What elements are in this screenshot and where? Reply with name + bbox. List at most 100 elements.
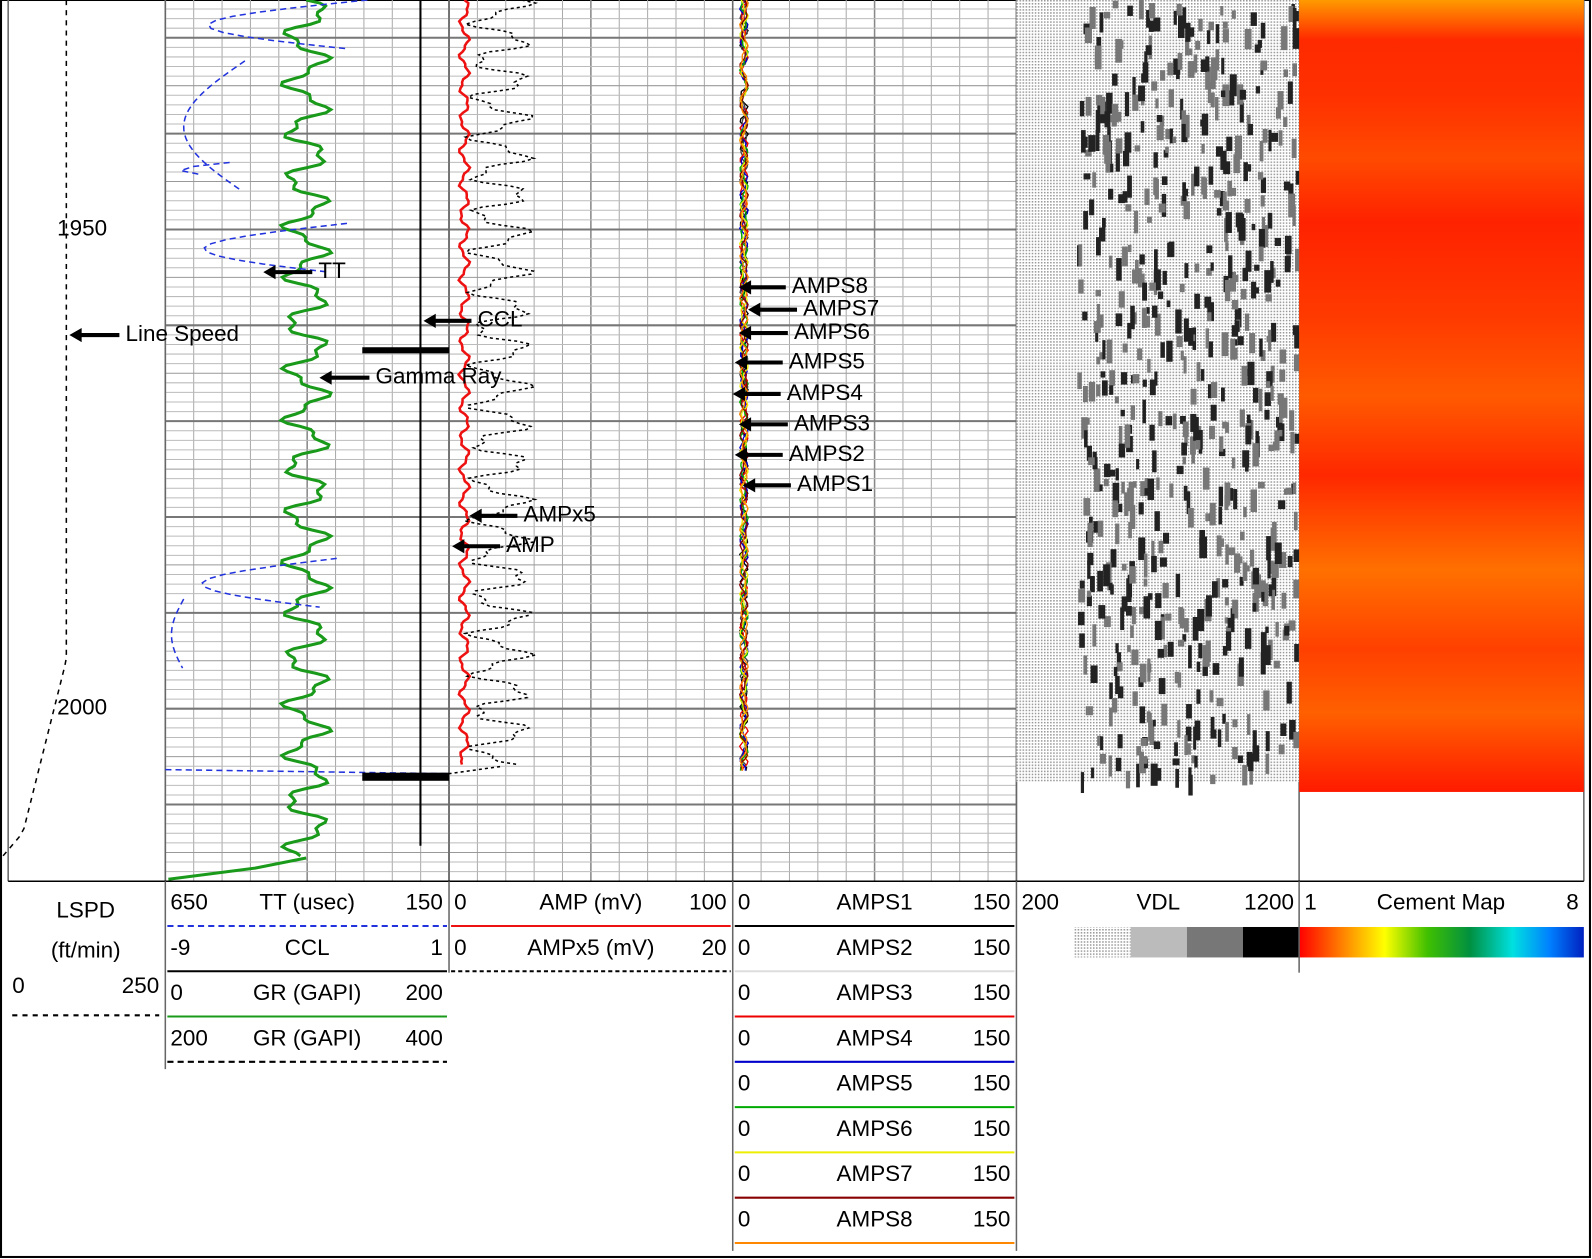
vdl-stripe (1201, 143, 1205, 154)
vdl-stripe (1206, 30, 1211, 45)
vdl-stripe (1294, 331, 1302, 349)
vdl-stripe (1153, 741, 1161, 750)
curve (203, 222, 348, 273)
vdl-stripe (1243, 507, 1247, 518)
arrow-head (732, 386, 745, 402)
vdl-stripe (1097, 570, 1103, 592)
vdl-stripe (1083, 655, 1088, 675)
vdl-stripe (1185, 40, 1190, 56)
vdl-stripe (1168, 89, 1175, 108)
vdl-stripe (1211, 57, 1218, 81)
vdl-stripe (1294, 433, 1302, 444)
vdl-stripe (1082, 311, 1088, 321)
header-text: GR (GAPI) (253, 980, 361, 1005)
vdl-stripe (1163, 150, 1169, 158)
annotation: AMPS3 (794, 410, 870, 435)
vdl-stripe (1200, 369, 1205, 381)
vdl-stripe (1288, 6, 1294, 23)
vdl-stripe (1247, 164, 1252, 172)
vdl-image (1016, 0, 1302, 796)
vdl-stripe (1086, 595, 1092, 607)
header-text: 150 (973, 890, 1010, 915)
vdl-stripe (1222, 191, 1227, 211)
vdl-stripe (1153, 269, 1161, 291)
vdl-stripe (1154, 620, 1162, 640)
vdl-stripe (1121, 481, 1125, 494)
vdl-stripe (1115, 148, 1120, 172)
vdl-stripe (1225, 721, 1229, 742)
header-text: 150 (973, 1071, 1010, 1096)
vdl-stripe (1132, 94, 1139, 111)
vdl-stripe (1148, 20, 1154, 32)
vdl-stripe (1274, 430, 1280, 451)
vdl-stripe (1207, 384, 1212, 399)
vdl-stripe (1136, 763, 1140, 788)
vdl-stripe (1108, 163, 1114, 173)
vdl-stripe (1102, 217, 1106, 228)
vdl-stripe (1148, 712, 1152, 727)
vdl-stripe (1232, 607, 1236, 614)
vdl-stripe (1292, 482, 1297, 494)
vdl-stripe (1261, 216, 1265, 230)
vdl-stripe (1248, 753, 1254, 772)
vdl-stripe (1271, 589, 1275, 610)
vdl-stripe (1283, 69, 1289, 77)
vdl-stripe (1159, 557, 1167, 567)
vdl-stripe (1182, 182, 1186, 202)
vdl-stripe (1264, 224, 1269, 248)
curves (0, 0, 750, 881)
vdl-stripe (1143, 596, 1151, 619)
vdl-stripe (1292, 63, 1297, 77)
vdl-stripe (1232, 300, 1239, 310)
vdl-stripe (1165, 416, 1173, 426)
vdl-stripe (1132, 374, 1140, 384)
vdl-stripe (1151, 81, 1158, 91)
vdl-stripe (1124, 92, 1130, 117)
annotation: AMPS7 (803, 296, 879, 321)
vdl-stripe (1219, 191, 1225, 207)
vdl-stripe (1118, 425, 1123, 444)
vdl-stripe (1231, 457, 1236, 469)
vdl-stripe (1116, 258, 1122, 281)
vdl-stripe (1177, 639, 1185, 647)
vdl-stripe (1264, 409, 1270, 420)
vdl-stripe (1221, 57, 1225, 75)
vdl-stripe (1222, 645, 1228, 656)
vdl-stripe (1127, 322, 1132, 339)
vdl-stripe (1082, 386, 1088, 403)
vdl-stripe (1220, 90, 1226, 98)
vdl-stripe (1205, 595, 1212, 617)
header-text: VDL (1136, 890, 1180, 915)
header-text: 0 (738, 1116, 750, 1141)
vdl-stripe (1158, 540, 1164, 554)
curve (461, 0, 539, 766)
vdl-stripe (1127, 645, 1131, 652)
vdl-stripe (1261, 591, 1265, 602)
vdl-stripe (1198, 643, 1203, 659)
vdl-stripe (1175, 309, 1182, 334)
vdl-stripe (1218, 506, 1223, 525)
vdl-stripe (1180, 415, 1186, 424)
vdl-stripe (1205, 640, 1211, 663)
vdl-stripe (1122, 343, 1128, 353)
vdl-stripe (1147, 478, 1155, 500)
vdl-stripe (1138, 502, 1144, 515)
vdl-stripe (1125, 605, 1132, 616)
vdl-stripe (1241, 365, 1248, 386)
vdl-stripe (1279, 349, 1287, 364)
vdl-stripe (1093, 521, 1101, 533)
vdl-stripe (1147, 358, 1151, 373)
vdl-stripe (1287, 556, 1293, 568)
vdl-stripe (1173, 10, 1177, 25)
vdl-stripe (1124, 424, 1131, 448)
annotation: AMPS8 (792, 273, 868, 298)
vdl-stripe (1208, 21, 1215, 31)
vdl-stripe (1179, 283, 1185, 293)
vdl-stripe (1289, 719, 1296, 740)
vdl-stripe (1245, 425, 1252, 445)
header-text: 150 (973, 935, 1010, 960)
vdl-stripe (1179, 608, 1185, 629)
vdl-stripe (1227, 180, 1233, 197)
vdl-stripe (1251, 281, 1257, 299)
header-text: 150 (973, 1207, 1010, 1232)
